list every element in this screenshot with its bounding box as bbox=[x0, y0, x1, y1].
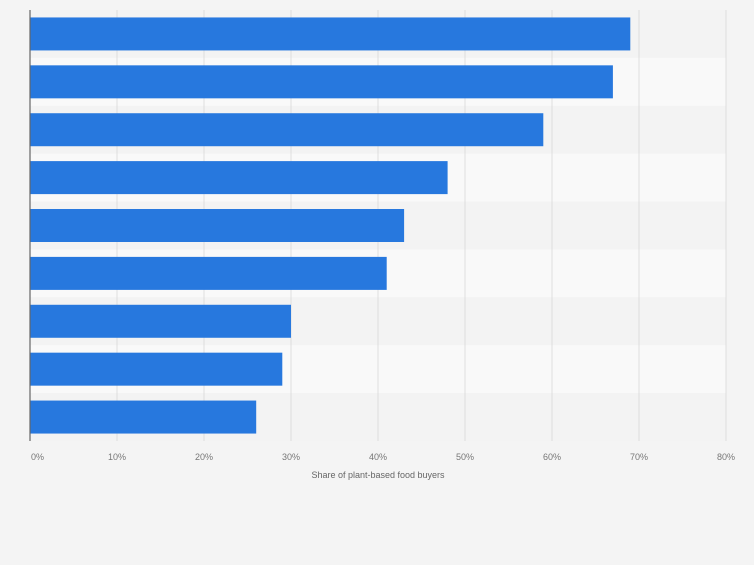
x-tick-label: 50% bbox=[456, 452, 474, 462]
x-axis-label: Share of plant-based food buyers bbox=[311, 470, 445, 480]
x-tick-label: 30% bbox=[282, 452, 300, 462]
bar[interactable] bbox=[30, 17, 631, 51]
x-tick-label: 0% bbox=[31, 452, 44, 462]
x-tick-labels: 0% 10% 20% 30% 40% 50% 60% 70% 80% bbox=[31, 452, 735, 462]
x-tick-label: 60% bbox=[543, 452, 561, 462]
bars bbox=[30, 17, 631, 434]
bar[interactable] bbox=[30, 400, 257, 434]
x-tick-label: 20% bbox=[195, 452, 213, 462]
bar[interactable] bbox=[30, 352, 283, 386]
x-tick-label: 40% bbox=[369, 452, 387, 462]
x-tick-label: 10% bbox=[108, 452, 126, 462]
bar[interactable] bbox=[30, 304, 291, 338]
bar[interactable] bbox=[30, 161, 448, 195]
x-tick-label: 70% bbox=[630, 452, 648, 462]
bar[interactable] bbox=[30, 65, 613, 99]
bar[interactable] bbox=[30, 113, 544, 147]
x-tick-label: 80% bbox=[717, 452, 735, 462]
bar[interactable] bbox=[30, 209, 405, 242]
bar[interactable] bbox=[30, 256, 387, 290]
